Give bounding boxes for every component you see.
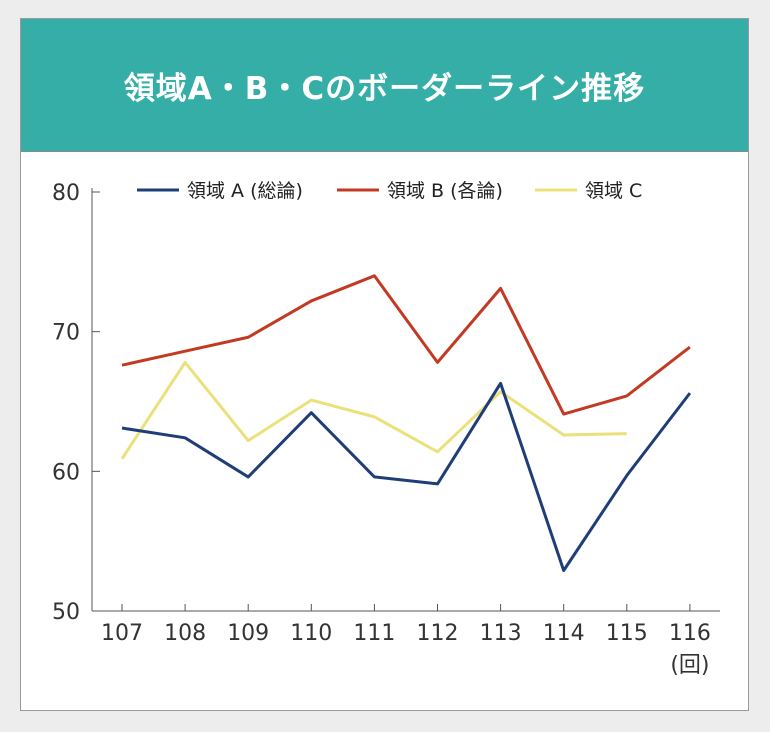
x-tick-label: 112	[417, 621, 459, 646]
x-tick-label: 111	[353, 621, 395, 646]
chart-header: 領域A・B・Cのボーダーライン推移	[21, 19, 748, 152]
x-unit-label: (回)	[670, 653, 709, 678]
x-tick-label: 109	[227, 621, 269, 646]
x-tick-label: 110	[290, 621, 332, 646]
x-tick-label: 115	[606, 621, 648, 646]
legend-label: 領域 C	[585, 180, 642, 202]
legend-label: 領域 A (総論)	[187, 180, 303, 202]
legend-label: 領域 B (各論)	[387, 180, 503, 202]
y-tick-label: 50	[52, 600, 80, 625]
series-line-b	[121, 274, 691, 416]
series-line-a	[121, 381, 692, 572]
y-tick-label: 60	[52, 460, 80, 485]
series-line-c	[120, 360, 627, 460]
x-tick-label: 116	[669, 621, 711, 646]
x-tick-label: 113	[480, 621, 522, 646]
y-tick-label: 80	[52, 181, 80, 206]
chart-title: 領域A・B・Cのボーダーライン推移	[123, 70, 646, 107]
chart-card: 領域A・B・Cのボーダーライン推移	[20, 18, 749, 711]
x-tick-label: 114	[543, 621, 585, 646]
x-tick-label: 108	[164, 621, 206, 646]
y-tick-label: 70	[52, 321, 80, 346]
x-tick-label: 107	[101, 621, 143, 646]
